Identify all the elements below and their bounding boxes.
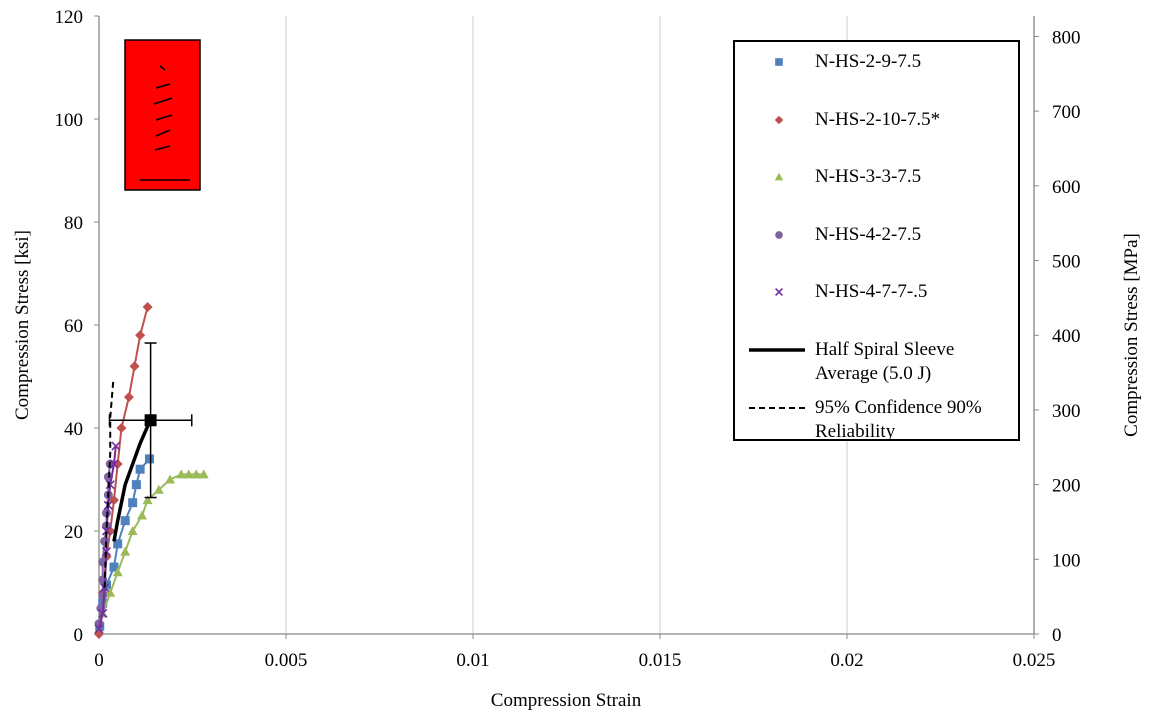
y2-tick-label: 700 bbox=[1052, 102, 1081, 123]
y-tick-label: 0 bbox=[74, 625, 84, 646]
legend: N-HS-2-9-7.5 N-HS-2-10-7.5* N-HS-3-3-7.5 N-… bbox=[733, 40, 1020, 444]
marker bbox=[144, 454, 154, 464]
legend-entry: 95% Confidence 90% Reliability bbox=[745, 396, 995, 444]
legend-symbol bbox=[775, 58, 783, 66]
marker bbox=[100, 536, 110, 546]
y2-tick-label: 0 bbox=[1052, 625, 1062, 646]
marker bbox=[135, 330, 146, 341]
legend-label: N-HS-2-10-7.5* bbox=[815, 108, 941, 130]
marker bbox=[198, 469, 209, 479]
marker bbox=[135, 464, 145, 474]
y2-tick-label: 300 bbox=[1052, 401, 1081, 422]
legend-symbol bbox=[774, 115, 784, 124]
marker bbox=[774, 172, 784, 181]
marker bbox=[98, 608, 108, 618]
marker bbox=[113, 539, 123, 549]
marker bbox=[183, 469, 194, 479]
marker bbox=[120, 546, 131, 556]
legend-label: 95% Confidence 90% Reliability bbox=[815, 396, 982, 442]
marker bbox=[112, 567, 123, 577]
legend-symbol bbox=[774, 172, 784, 181]
marker bbox=[116, 423, 127, 433]
y-tick-label: 20 bbox=[64, 522, 83, 543]
legend-entry: Half Spiral Sleeve Average (5.0 J) bbox=[745, 338, 995, 386]
marker bbox=[128, 498, 138, 508]
legend-entry: N-HS-3-3-7.5 bbox=[745, 165, 995, 189]
marker bbox=[111, 441, 121, 451]
marker bbox=[775, 58, 783, 66]
y2-tick-label: 100 bbox=[1052, 550, 1081, 571]
legend-label: N-HS-2-9-7.5 bbox=[815, 51, 922, 72]
legend-symbol bbox=[775, 288, 783, 296]
marker bbox=[123, 392, 134, 403]
legend-label: N-HS-4-7-7-.5 bbox=[815, 281, 928, 302]
marker bbox=[101, 547, 112, 557]
y2-tick-label: 500 bbox=[1052, 252, 1081, 273]
marker bbox=[775, 288, 783, 296]
y2-tick-label: 800 bbox=[1052, 27, 1081, 48]
legend-label: Half Spiral Sleeve Average (5.0 J) bbox=[815, 338, 955, 384]
specimen-detail bbox=[140, 65, 190, 181]
legend-symbol bbox=[749, 406, 805, 409]
marker bbox=[775, 230, 783, 239]
y-tick-label: 40 bbox=[64, 419, 83, 440]
marker bbox=[131, 480, 141, 490]
marker bbox=[105, 480, 115, 490]
x-tick-label: 0.005 bbox=[265, 650, 308, 671]
y-tick-label: 120 bbox=[55, 7, 84, 28]
marker bbox=[94, 624, 104, 634]
series-line bbox=[103, 381, 115, 588]
legend-label: N-HS-3-3-7.5 bbox=[815, 166, 922, 187]
y2-tick-label: 200 bbox=[1052, 476, 1081, 497]
x-tick-label: 0.01 bbox=[456, 650, 489, 671]
specimen-photo bbox=[124, 39, 201, 191]
legend-entry: N-HS-4-7-7-.5 bbox=[745, 280, 995, 304]
x-tick-label: 0.025 bbox=[1013, 650, 1056, 671]
marker bbox=[101, 526, 112, 536]
marker bbox=[153, 484, 164, 494]
legend-entry: N-HS-2-9-7.5 bbox=[745, 50, 995, 74]
marker bbox=[98, 590, 108, 600]
marker bbox=[191, 469, 202, 479]
x-axis-title: Compression Strain bbox=[491, 690, 642, 711]
marker bbox=[120, 516, 130, 526]
y2-tick-label: 400 bbox=[1052, 326, 1081, 347]
marker bbox=[109, 459, 119, 469]
marker bbox=[127, 526, 138, 535]
marker bbox=[142, 301, 153, 312]
x-tick-label: 0.015 bbox=[639, 650, 682, 671]
y-tick-label: 80 bbox=[64, 213, 83, 234]
marker bbox=[142, 495, 153, 505]
legend-label: N-HS-4-2-7.5 bbox=[815, 223, 922, 245]
legend-entry: N-HS-2-10-7.5* bbox=[745, 108, 995, 132]
marker bbox=[774, 115, 784, 124]
y2-tick-label: 600 bbox=[1052, 177, 1081, 198]
marker bbox=[165, 474, 176, 484]
y-tick-label: 100 bbox=[55, 110, 84, 131]
series-line bbox=[112, 417, 153, 542]
y-axis-title: Compression Stress [ksi] bbox=[12, 230, 33, 420]
y-tick-label: 60 bbox=[64, 316, 83, 337]
marker bbox=[176, 469, 187, 479]
y2-axis-title: Compression Stress [MPa] bbox=[1121, 233, 1142, 437]
marker bbox=[105, 587, 116, 597]
marker bbox=[129, 361, 140, 372]
x-tick-label: 0.02 bbox=[830, 650, 863, 671]
legend-symbol bbox=[775, 230, 783, 239]
error-center bbox=[144, 414, 157, 427]
x-tick-label: 0 bbox=[94, 650, 104, 671]
marker bbox=[109, 562, 119, 572]
legend-symbol bbox=[749, 347, 805, 352]
marker bbox=[137, 510, 148, 520]
legend-entry: N-HS-4-2-7.5 bbox=[745, 223, 995, 247]
